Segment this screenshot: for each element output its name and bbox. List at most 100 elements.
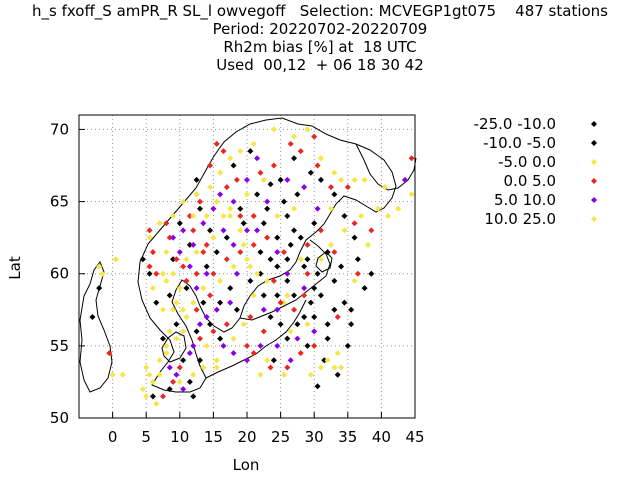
data-point xyxy=(173,321,180,328)
legend-label: -25.0 -10.0 xyxy=(474,115,556,133)
data-point xyxy=(190,342,197,349)
data-point xyxy=(260,328,267,335)
data-point xyxy=(274,213,281,219)
data-point xyxy=(317,155,324,162)
data-point xyxy=(244,342,250,349)
data-point xyxy=(210,270,217,277)
data-point xyxy=(311,314,318,320)
data-point xyxy=(203,342,210,349)
data-point xyxy=(156,371,163,378)
data-point xyxy=(217,277,224,284)
data-point xyxy=(250,140,257,147)
data-point xyxy=(254,227,261,234)
data-point xyxy=(244,227,250,234)
data-point xyxy=(176,364,183,371)
data-point xyxy=(244,256,250,263)
data-point xyxy=(213,306,220,313)
data-point xyxy=(354,256,361,263)
data-point xyxy=(244,357,250,364)
legend-marker xyxy=(591,197,597,203)
data-point xyxy=(284,277,291,284)
data-point xyxy=(304,321,311,328)
data-point xyxy=(210,205,217,212)
data-point xyxy=(311,220,318,227)
legend-marker xyxy=(591,159,597,165)
x-tick-label: 25 xyxy=(271,428,290,446)
data-point xyxy=(287,357,294,364)
data-point xyxy=(264,277,271,284)
data-point xyxy=(291,155,298,162)
data-point xyxy=(163,350,170,357)
data-point xyxy=(408,155,415,162)
data-point xyxy=(304,241,311,248)
data-points xyxy=(89,126,415,407)
y-axis-ticks: 50 55 60 65 70 xyxy=(50,120,85,427)
data-point xyxy=(106,350,113,357)
coastline-white-sea xyxy=(355,143,417,191)
data-point xyxy=(368,270,375,277)
data-point xyxy=(284,256,291,263)
x-tick-label: 45 xyxy=(405,428,424,446)
data-point xyxy=(324,357,331,364)
legend-marker xyxy=(591,178,597,184)
data-point xyxy=(96,263,103,270)
data-point xyxy=(223,184,230,191)
data-point xyxy=(196,357,203,364)
data-point xyxy=(284,335,291,342)
legend-marker xyxy=(591,216,597,222)
chart-title-block: h_s fxoff_S amPR_R SL_l owvegoff Selecti… xyxy=(0,2,640,74)
data-point xyxy=(307,169,314,176)
data-point xyxy=(173,335,180,342)
chart-legend: -25.0 -10.0-10.0 -5.0-5.0 0.00.0 5.05.0 … xyxy=(474,115,597,228)
data-point xyxy=(338,176,345,183)
legend-label: -5.0 0.0 xyxy=(498,153,556,171)
data-point xyxy=(227,285,234,292)
data-point xyxy=(244,176,250,183)
data-point xyxy=(233,270,240,277)
legend-label: -10.0 -5.0 xyxy=(483,134,556,152)
data-point xyxy=(331,191,338,198)
data-point xyxy=(344,184,351,191)
data-point xyxy=(213,198,220,205)
data-point xyxy=(223,256,230,263)
data-point xyxy=(220,148,227,155)
data-point xyxy=(223,234,230,241)
data-point xyxy=(213,249,220,256)
data-point xyxy=(193,191,200,198)
data-point xyxy=(317,176,324,183)
data-point xyxy=(267,181,274,188)
data-point xyxy=(193,328,200,335)
data-point xyxy=(193,306,200,313)
data-point xyxy=(284,270,291,277)
data-point xyxy=(203,213,210,219)
data-point xyxy=(264,205,271,212)
data-point xyxy=(284,364,291,371)
data-point xyxy=(237,227,244,234)
data-point xyxy=(190,227,197,234)
data-point xyxy=(291,133,298,140)
data-point xyxy=(257,249,264,256)
data-point xyxy=(230,241,237,248)
data-point xyxy=(166,292,173,299)
data-point xyxy=(183,285,190,292)
data-point xyxy=(207,227,214,234)
data-point xyxy=(186,213,193,219)
data-point xyxy=(146,270,153,277)
data-point xyxy=(183,314,190,320)
data-point xyxy=(361,176,368,183)
y-axis-label: Lat xyxy=(6,256,24,280)
data-point xyxy=(180,357,187,364)
data-point xyxy=(324,335,331,342)
series-4 xyxy=(106,133,415,400)
data-point xyxy=(381,184,388,191)
coastline-denmark xyxy=(161,331,187,363)
data-point xyxy=(274,249,281,256)
data-point xyxy=(274,292,281,299)
data-point xyxy=(237,148,244,155)
data-point xyxy=(348,321,355,328)
data-point xyxy=(297,256,304,263)
series-1 xyxy=(146,176,375,400)
data-point xyxy=(294,191,301,198)
data-point xyxy=(176,378,183,385)
